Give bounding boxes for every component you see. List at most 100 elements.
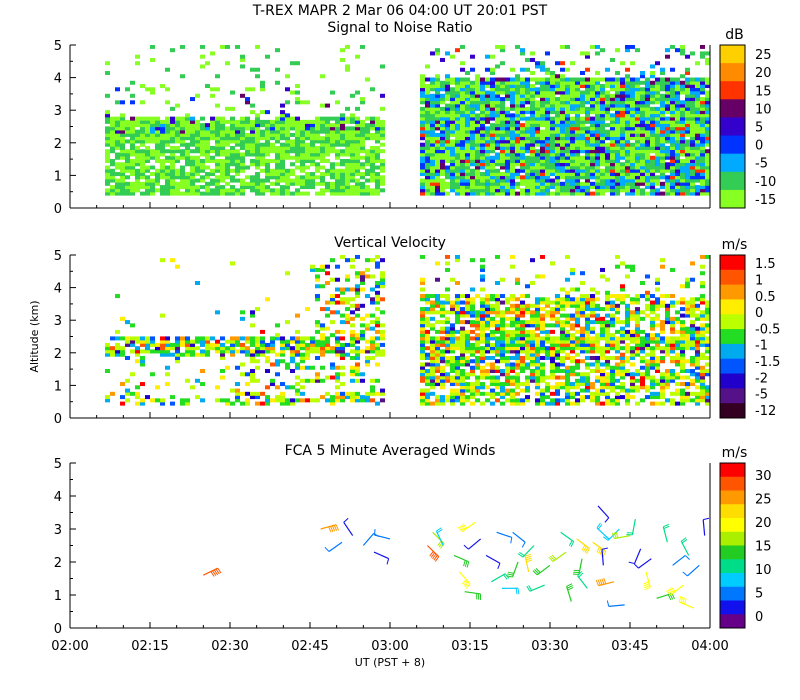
snr-cell bbox=[525, 168, 530, 173]
velocity-cell bbox=[125, 339, 130, 344]
velocity-cell bbox=[505, 375, 510, 380]
velocity-cell bbox=[475, 333, 480, 338]
velocity-cell bbox=[480, 346, 485, 351]
snr-cell bbox=[475, 103, 480, 108]
snr-cell bbox=[690, 145, 695, 150]
velocity-cell bbox=[295, 365, 300, 370]
snr-cell bbox=[625, 155, 630, 160]
velocity-cell bbox=[220, 355, 225, 360]
snr-cell bbox=[560, 77, 565, 82]
snr-cell bbox=[475, 90, 480, 95]
snr-cell bbox=[425, 191, 430, 196]
snr-cell bbox=[595, 159, 600, 164]
snr-cell bbox=[440, 110, 445, 115]
snr-cell bbox=[140, 129, 145, 134]
velocity-cell bbox=[275, 333, 280, 338]
snr-cell bbox=[320, 188, 325, 193]
velocity-cell bbox=[515, 359, 520, 364]
velocity-cell bbox=[525, 365, 530, 370]
snr-cell bbox=[625, 126, 630, 131]
snr-cell bbox=[470, 106, 475, 111]
snr-cell bbox=[560, 123, 565, 128]
snr-cell bbox=[375, 139, 380, 144]
velocity-cell bbox=[450, 342, 455, 347]
snr-cell bbox=[615, 165, 620, 170]
velocity-panel-title: Vertical Velocity bbox=[334, 235, 446, 251]
snr-cell bbox=[345, 142, 350, 147]
snr-cell bbox=[680, 123, 685, 128]
velocity-cell bbox=[595, 290, 600, 295]
snr-cell bbox=[535, 159, 540, 164]
velocity-cell bbox=[365, 323, 370, 328]
velocity-cell bbox=[570, 391, 575, 396]
snr-cell bbox=[235, 168, 240, 173]
velocity-cell bbox=[455, 258, 460, 263]
snr-cell bbox=[585, 67, 590, 72]
velocity-cell bbox=[545, 336, 550, 341]
snr-cell bbox=[285, 116, 290, 121]
snr-cell bbox=[580, 51, 585, 56]
velocity-cell bbox=[495, 382, 500, 387]
velocity-cell bbox=[580, 342, 585, 347]
velocity-cell bbox=[235, 342, 240, 347]
snr-cell bbox=[680, 119, 685, 124]
velocity-cell bbox=[475, 365, 480, 370]
snr-cell bbox=[655, 162, 660, 167]
snr-cell bbox=[150, 149, 155, 154]
snr-cell bbox=[580, 139, 585, 144]
snr-cell bbox=[620, 178, 625, 183]
snr-cell bbox=[495, 110, 500, 115]
velocity-cell bbox=[320, 349, 325, 354]
snr-cell bbox=[420, 168, 425, 173]
snr-cell bbox=[535, 126, 540, 131]
velocity-cell bbox=[335, 395, 340, 400]
snr-cell bbox=[545, 165, 550, 170]
snr-cell bbox=[555, 152, 560, 157]
snr-cell bbox=[420, 159, 425, 164]
velocity-cell bbox=[590, 297, 595, 302]
velocity-cell bbox=[365, 346, 370, 351]
snr-cell bbox=[630, 93, 635, 98]
snr-cell bbox=[590, 110, 595, 115]
velocity-cell bbox=[550, 342, 555, 347]
velocity-cell bbox=[555, 307, 560, 312]
snr-cell bbox=[510, 185, 515, 190]
velocity-cell bbox=[115, 294, 120, 299]
velocity-cell bbox=[255, 307, 260, 312]
snr-cell bbox=[505, 181, 510, 186]
velocity-cell bbox=[465, 375, 470, 380]
snr-cell bbox=[460, 100, 465, 105]
velocity-cell bbox=[515, 316, 520, 321]
snr-cell bbox=[105, 132, 110, 137]
velocity-cell bbox=[525, 339, 530, 344]
snr-cell bbox=[445, 136, 450, 141]
snr-cell bbox=[630, 61, 635, 66]
velocity-cell bbox=[535, 355, 540, 360]
snr-cell bbox=[570, 188, 575, 193]
velocity-cell bbox=[280, 398, 285, 403]
velocity-cell bbox=[440, 326, 445, 331]
snr-cell bbox=[540, 165, 545, 170]
velocity-cell bbox=[580, 382, 585, 387]
snr-cell bbox=[275, 67, 280, 72]
snr-cell bbox=[630, 191, 635, 196]
snr-cell bbox=[135, 145, 140, 150]
snr-cell bbox=[155, 139, 160, 144]
snr-cell bbox=[375, 129, 380, 134]
velocity-cell bbox=[265, 346, 270, 351]
snr-cell bbox=[565, 113, 570, 118]
velocity-cell bbox=[140, 359, 145, 364]
snr-cell bbox=[170, 159, 175, 164]
velocity-cell bbox=[450, 326, 455, 331]
snr-cell bbox=[370, 119, 375, 124]
snr-cell bbox=[215, 165, 220, 170]
snr-cell bbox=[575, 106, 580, 111]
snr-cell bbox=[620, 181, 625, 186]
snr-cell bbox=[125, 152, 130, 157]
snr-cell bbox=[220, 162, 225, 167]
velocity-cell bbox=[350, 336, 355, 341]
snr-cell bbox=[650, 142, 655, 147]
snr-cell bbox=[145, 87, 150, 92]
snr-cell bbox=[600, 178, 605, 183]
snr-cell bbox=[655, 155, 660, 160]
